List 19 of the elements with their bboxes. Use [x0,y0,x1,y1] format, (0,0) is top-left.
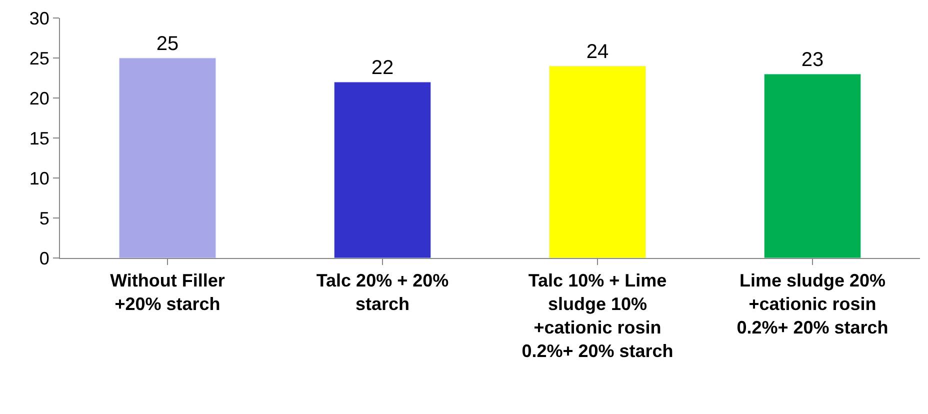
y-tick-label: 15 [29,128,50,148]
y-tick-label: 25 [29,48,50,68]
y-tick-label: 0 [39,248,50,268]
bar [118,58,216,258]
x-tick-label: Talc 20% + 20% starch [316,270,449,314]
data-label: 24 [586,41,609,63]
data-label: 23 [801,49,824,71]
y-tick-label: 10 [29,168,50,188]
data-label: 25 [156,33,179,55]
y-tick-label: 5 [39,208,50,228]
x-tick-label: Lime sludge 20% +cationic rosin 0.2%+ 20% starch [736,270,888,338]
y-tick-label: 30 [29,8,50,28]
data-label: 22 [371,57,394,79]
bar [548,66,646,258]
bar [764,74,862,258]
bar [334,82,432,258]
x-tick-label: Talc 10% + Lime sludge 10% +cationic rosin 0.2%+ 20% starch [522,270,674,361]
y-tick-label: 20 [29,88,50,108]
x-tick-label: Without Filler +20% starch [110,270,225,314]
